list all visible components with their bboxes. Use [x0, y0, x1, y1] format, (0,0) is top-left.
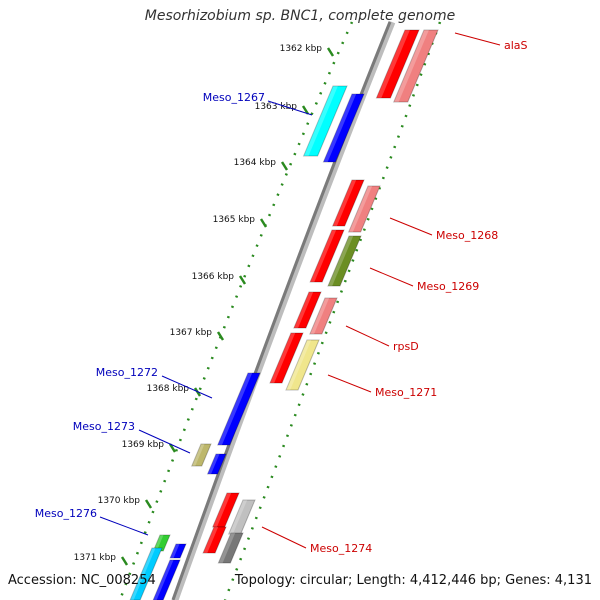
tick-label: 1366 kbp: [192, 272, 235, 282]
forward-gene-Meso_1274[interactable]: [217, 532, 244, 564]
forward-gene-Meso_1274-highlight: [228, 500, 248, 534]
forward-gene-Meso_1274-highlight: [212, 493, 232, 527]
gene-label-Meso_1271[interactable]: Meso_1271: [375, 386, 437, 399]
reverse-gene-Meso_1273[interactable]: [206, 453, 227, 475]
reverse-gene-Meso_1273[interactable]: [191, 443, 212, 467]
tick-label: 1367 kbp: [170, 328, 213, 338]
reverse-gene-Meso_1267-highlight: [303, 86, 338, 156]
tick-mark: [301, 105, 310, 115]
gene-label-Meso_1268[interactable]: Meso_1268: [436, 229, 498, 242]
forward-gene-rpsD-highlight: [309, 298, 330, 334]
topology-label: Topology: circular; Length: 4,412,446 bp…: [234, 573, 592, 588]
forward-gene-alaS-highlight: [393, 30, 429, 102]
label-leader-line: [138, 429, 191, 454]
reverse-gene-Meso_1276[interactable]: [129, 547, 163, 600]
tick-mark: [144, 499, 153, 509]
tick-label: 1362 kbp: [280, 44, 323, 54]
tick-mark: [259, 218, 268, 228]
forward-gene-alaS[interactable]: [375, 29, 420, 99]
label-leader-line: [327, 374, 372, 393]
label-leader-line: [99, 516, 149, 536]
tick-label: 1370 kbp: [98, 496, 141, 506]
reverse-gene-Meso_1276-highlight: [170, 544, 180, 558]
forward-gene-alaS-highlight: [376, 30, 410, 98]
forward-gene-Meso_1271-highlight: [286, 340, 312, 390]
forward-gene-Meso_1274[interactable]: [202, 526, 227, 554]
reverse-gene-Meso_1267-highlight: [323, 94, 357, 162]
gene-label-Meso_1276[interactable]: Meso_1276: [35, 507, 97, 520]
gene-label-Meso_1267[interactable]: Meso_1267: [203, 91, 265, 104]
gene-label-Meso_1273[interactable]: Meso_1273: [73, 420, 135, 433]
forward-gene-rpsD[interactable]: [293, 291, 322, 329]
label-leader-line: [345, 325, 390, 347]
reverse-gene-Meso_1272[interactable]: [217, 372, 261, 446]
forward-gene-alaS[interactable]: [393, 29, 439, 103]
label-leader-line: [369, 267, 414, 287]
gene-label-Meso_1272[interactable]: Meso_1272: [96, 366, 158, 379]
accession-label: Accession: NC_008254: [8, 573, 156, 588]
inner-dotted-ring: [118, 21, 354, 600]
tick-label: 1364 kbp: [234, 158, 277, 168]
reverse-gene-Meso_1276-highlight: [153, 560, 174, 600]
gene-label-alaS[interactable]: alaS: [504, 39, 528, 52]
reverse-gene-Meso_1276[interactable]: [169, 543, 187, 559]
tick-mark: [216, 331, 225, 341]
label-leader-line: [267, 100, 313, 116]
forward-gene-Meso_1274-highlight: [218, 533, 236, 563]
tick-label: 1371 kbp: [74, 553, 117, 563]
reverse-gene-Meso_1267[interactable]: [302, 85, 348, 157]
tick-mark: [168, 443, 177, 453]
forward-gene-Meso_1268[interactable]: [347, 185, 381, 233]
tick-label: 1368 kbp: [147, 384, 190, 394]
reverse-gene-Meso_1267[interactable]: [322, 93, 365, 163]
reverse-gene-Meso_1276-highlight: [153, 535, 164, 551]
forward-gene-Meso_1268-highlight: [332, 180, 357, 226]
tick-mark: [326, 47, 335, 57]
forward-gene-Meso_1271[interactable]: [269, 332, 304, 384]
forward-gene-rpsD[interactable]: [309, 297, 338, 335]
forward-gene-Meso_1274-highlight: [203, 527, 219, 553]
tick-mark: [120, 556, 129, 566]
backbone-line: [171, 21, 392, 600]
gene-label-Meso_1274[interactable]: Meso_1274: [310, 542, 372, 555]
forward-gene-Meso_1269[interactable]: [327, 235, 362, 287]
tick-mark: [238, 275, 247, 285]
forward-gene-Meso_1269[interactable]: [309, 229, 345, 283]
gene-label-Meso_1269[interactable]: Meso_1269: [417, 280, 479, 293]
reverse-gene-Meso_1276[interactable]: [152, 534, 171, 552]
reverse-gene-Meso_1276[interactable]: [152, 559, 181, 600]
reverse-gene-Meso_1272-highlight: [217, 373, 253, 445]
tick-label: 1369 kbp: [122, 440, 165, 450]
forward-gene-Meso_1269-highlight: [328, 236, 354, 286]
label-leader-line: [261, 526, 307, 549]
forward-gene-Meso_1269-highlight: [310, 230, 337, 282]
forward-gene-Meso_1268[interactable]: [331, 179, 365, 227]
label-leader-line: [454, 32, 501, 46]
tick-mark: [280, 161, 289, 171]
label-leader-line: [389, 217, 433, 236]
gene-label-rpsD[interactable]: rpsD: [393, 340, 419, 353]
reverse-gene-Meso_1273-highlight: [191, 444, 205, 466]
reverse-gene-Meso_1273-highlight: [207, 454, 220, 474]
map-title: Mesorhizobium sp. BNC1, complete genome: [144, 8, 456, 24]
tick-label: 1365 kbp: [213, 215, 256, 225]
reverse-gene-Meso_1276-highlight: [130, 548, 156, 600]
forward-gene-Meso_1268-highlight: [348, 186, 373, 232]
label-leader-line: [161, 375, 213, 399]
backbone-shadow: [171, 20, 396, 600]
tick-label: 1363 kbp: [255, 102, 298, 112]
forward-gene-rpsD-highlight: [293, 292, 314, 328]
forward-gene-Meso_1271-highlight: [270, 333, 296, 383]
forward-gene-Meso_1271[interactable]: [285, 339, 320, 391]
